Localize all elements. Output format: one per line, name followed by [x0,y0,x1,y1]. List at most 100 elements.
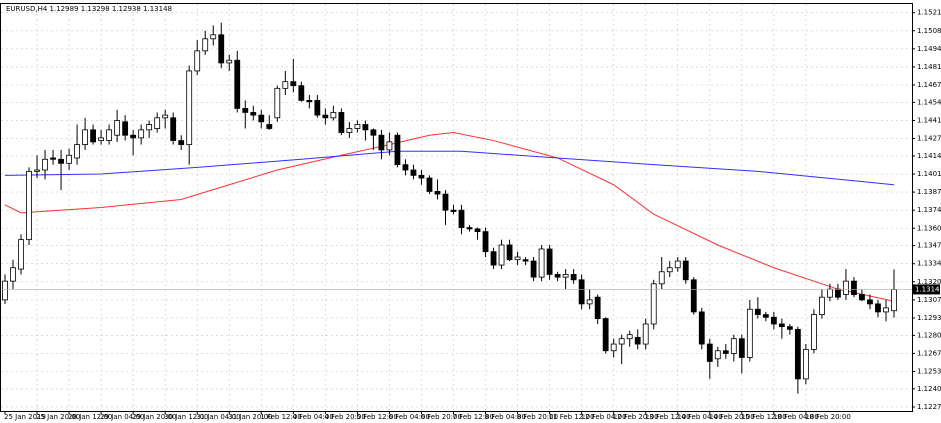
x-tick-label: 14 Feb 04:00 [677,413,723,421]
y-tick-label: 1.13740 [917,206,941,214]
chart-title: EURUSD,H4 1.12989 1.13298 1.12938 1.1314… [6,5,172,13]
candle-body [170,117,177,141]
candle-body [42,158,48,171]
candle-body [538,248,545,278]
candle-body [570,274,577,281]
x-tick-label: 6 Feb 20:00 [420,413,461,421]
candle-body [698,311,705,345]
candle-body [266,124,273,129]
candle-body [730,338,737,354]
candle-body [114,120,121,136]
x-tick-label: 4 Feb 04:00 [292,413,333,421]
candle-body [418,174,425,179]
candle-body [562,274,569,278]
y-tick-label: 1.13875 [917,188,941,196]
candle-body [650,283,657,325]
x-tick-label: 12 Feb 20:00 [613,413,659,421]
candle-body [362,124,369,131]
candle-body [867,299,873,305]
moving-average [4,132,895,302]
candle-body [106,129,113,141]
candle-body [754,308,761,316]
x-tick-label: 4 Feb 20:00 [324,413,365,421]
candle-body [290,81,297,87]
y-tick-label: 1.13205 [917,278,941,286]
y-tick-label: 1.12270 [917,403,941,411]
candle-body [770,316,777,325]
candle-body [226,59,233,64]
candle-body [90,129,96,143]
candle-body [851,280,857,295]
candle-body [322,114,329,119]
candle-body [18,239,24,270]
candle-body [50,157,56,160]
x-tick-label: 15 Feb 12:00 [741,413,787,421]
candle-body [554,274,561,278]
x-tick-label: 28 Jan 12:00 [68,413,112,421]
candle-body [514,256,521,261]
x-tick-label: 5 Feb 12:00 [356,413,397,421]
y-tick-label: 1.12805 [917,331,941,339]
candle-body [706,343,713,362]
candle-body [58,158,64,164]
x-tick-label: 1 Feb 12:00 [260,413,301,421]
candle-body [482,231,489,253]
candle-body [827,288,833,298]
candle-body [130,134,137,139]
candle-body [370,129,377,136]
candle-body [450,209,457,212]
candle-body [66,154,72,164]
y-tick-label: 1.13475 [917,242,941,250]
candle-body [242,108,249,113]
candle-body [682,260,689,281]
x-tick-label: 14 Feb 20:00 [709,413,755,421]
candle-body [522,259,529,262]
last-price-label: 1.13148 [915,285,941,293]
candle-body [875,303,881,313]
x-tick-label: 29 Jan 20:00 [132,413,176,421]
candle-body [794,328,801,380]
y-tick-label: 1.12670 [917,349,941,357]
y-tick-label: 1.14010 [917,170,941,178]
candle-body [234,59,241,109]
candle-body [122,121,129,136]
candle-body [178,140,185,145]
candle-body [386,141,393,151]
candle-body [186,70,193,145]
candle-body [410,169,417,176]
candle-body [394,134,401,166]
candle-body [811,314,817,350]
candle-body [835,288,841,298]
candle-body [714,350,721,360]
candle-body [458,209,465,228]
candle-body [218,34,225,64]
candle-body [210,34,217,40]
candle-body [746,308,753,358]
candle-body [610,343,617,352]
candle-body [626,334,633,340]
moving-average [4,150,895,186]
candle-body [586,299,593,305]
candle-body [738,338,745,358]
candle-body [378,134,385,151]
candle-body [26,170,32,241]
candle-body [2,280,8,301]
candle-body [146,124,153,131]
candle-body [74,144,80,159]
candle-body [618,338,625,345]
x-tick-label: 31 Jan 20:00 [228,413,272,421]
candle-body [338,112,345,133]
candle-body [10,267,16,282]
y-tick-label: 1.12405 [917,385,941,393]
x-tick-label: 18 Feb 04:00 [773,413,819,421]
candle-body [194,50,201,72]
candle-body [778,323,785,328]
candle-body [282,81,289,89]
candle-body [314,99,321,116]
x-tick-label: 8 Feb 04:00 [485,413,526,421]
candle-body [530,260,537,278]
candle-body [786,326,793,330]
candle-body [690,279,697,313]
y-tick-label: 1.15215 [917,9,941,17]
candle-body [602,318,609,352]
